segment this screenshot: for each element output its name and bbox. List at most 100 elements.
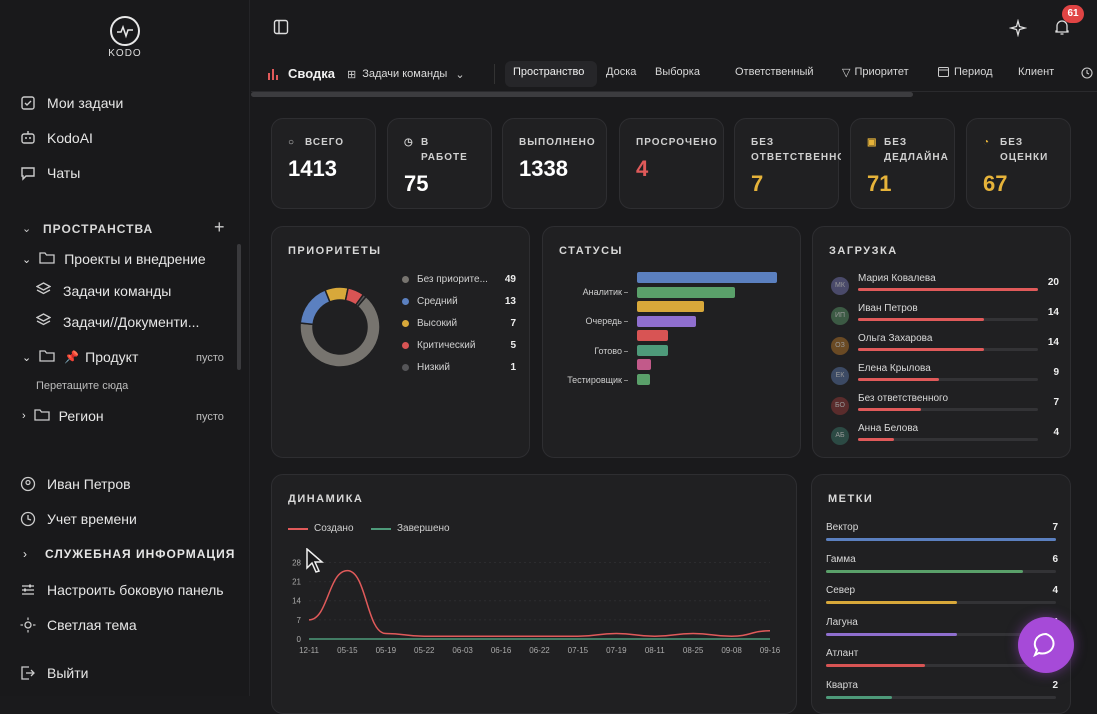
series-line: [308, 569, 771, 638]
load-name: Без ответственного: [858, 393, 949, 404]
stat-label: ◷ В РАБОТЕ: [404, 135, 468, 170]
legend-swatch: [371, 527, 391, 530]
sidebar-item-user[interactable]: Иван Петров: [20, 473, 131, 495]
sidebar-scrollbar[interactable]: [237, 244, 241, 370]
drop-hint: Перетащите сюда: [36, 380, 129, 392]
priority-legend-item[interactable]: Критический 5: [402, 340, 516, 351]
sidebar-item-label: Выйти: [47, 665, 89, 681]
donut-slice[interactable]: [299, 295, 381, 368]
filter-assignee[interactable]: Ответственный: [735, 66, 814, 78]
load-track: [858, 378, 1038, 381]
stat-card[interactable]: ▣ БЕЗ ДЕДЛАЙНА 71: [850, 118, 955, 209]
panel-title: ПРИОРИТЕТЫ: [288, 245, 382, 257]
load-row[interactable]: ЕК Елена Крылова 9: [831, 363, 1059, 391]
logo-text: KODO: [108, 48, 142, 59]
panel-title: СТАТУСЫ: [559, 245, 623, 257]
tag-row[interactable]: Кварта 2: [826, 680, 1058, 710]
topbar: 61: [251, 0, 1097, 56]
stat-card[interactable]: ○ ВСЕГО 1413: [271, 118, 376, 209]
tree-item-team-tasks[interactable]: Задачи команды: [35, 282, 171, 299]
stat-card[interactable]: БЕЗ ОТВЕТСТВЕННОГ 7: [734, 118, 841, 209]
donut-slice[interactable]: [324, 286, 349, 303]
load-track: [858, 348, 1038, 351]
view-select[interactable]: ⊞ Задачи команды ⌄: [347, 62, 477, 86]
tab-summary[interactable]: Сводка: [288, 66, 335, 81]
sidebar-item-label: СЛУЖЕБНАЯ ИНФОРМАЦИЯ: [45, 547, 236, 561]
sidebar-item-kodoai[interactable]: KodoAI: [20, 127, 93, 149]
filter-period[interactable]: Период: [938, 66, 993, 80]
priority-legend-item[interactable]: Без приорите... 49: [402, 274, 516, 285]
filter-icon: ▽: [842, 67, 851, 79]
tag-row[interactable]: Вектор 7: [826, 522, 1058, 552]
empty-badge: пусто: [196, 352, 224, 364]
tab-selection[interactable]: Выборка: [655, 66, 700, 78]
tag-row[interactable]: Север 4: [826, 585, 1058, 615]
stat-card[interactable]: ◷ В РАБОТЕ 75: [387, 118, 492, 209]
status-bar[interactable]: [637, 315, 696, 327]
kodo-logo[interactable]: KODO: [107, 16, 143, 60]
status-bar[interactable]: [637, 359, 651, 370]
tick-mark: [624, 292, 628, 294]
avatar: АБ: [831, 427, 849, 445]
tree-item-projects[interactable]: ⌄ Проекты и внедрение: [22, 251, 206, 267]
toggle-sidebar-icon[interactable]: [273, 19, 289, 40]
stat-card[interactable]: ВЫПОЛНЕНО 1338: [502, 118, 607, 209]
stat-label-line: ВЫПОЛНЕНО: [519, 137, 596, 148]
bell-icon[interactable]: [1053, 18, 1071, 41]
chevron-down-icon[interactable]: ⌄: [22, 223, 32, 235]
load-value: 9: [1053, 367, 1059, 378]
filter-client[interactable]: Клиент: [1018, 66, 1055, 78]
sidebar-item-chats[interactable]: Чаты: [20, 162, 80, 184]
sidebar-item-configure[interactable]: Настроить боковую панель: [20, 579, 224, 601]
stat-card[interactable]: ПРОСРОЧЕНО 4: [619, 118, 724, 209]
priority-legend-item[interactable]: Высокий 7: [402, 318, 516, 329]
y-tick-label: 14: [292, 597, 301, 606]
load-row[interactable]: ОЗ Ольга Захарова 14: [831, 333, 1059, 361]
add-space-icon[interactable]: +: [214, 217, 225, 237]
sidebar-item-service-info[interactable]: › СЛУЖЕБНАЯ ИНФОРМАЦИЯ: [20, 543, 235, 565]
sidebar-item-theme[interactable]: Светлая тема: [20, 614, 137, 636]
donut-slice[interactable]: [354, 293, 368, 308]
status-bar[interactable]: [637, 330, 668, 341]
sidebar-item-logout[interactable]: Выйти: [20, 662, 88, 684]
layers-icon: [35, 313, 52, 330]
sparkle-icon[interactable]: [1008, 18, 1028, 42]
filter-priority[interactable]: ▽ Приоритет: [842, 66, 909, 79]
status-bar[interactable]: [637, 301, 705, 312]
priority-legend-item[interactable]: Средний 13: [402, 296, 516, 307]
status-bar[interactable]: [637, 373, 650, 385]
clock-icon[interactable]: [1081, 66, 1093, 84]
status-label: Очередь: [586, 316, 628, 326]
status-bar[interactable]: [637, 286, 735, 298]
sidebar-item-time[interactable]: Учет времени: [20, 508, 137, 530]
status-label-text: Тестировщик: [567, 375, 622, 385]
stat-value: 67: [983, 171, 1008, 196]
stat-card[interactable]: ◔ БЕЗ ОЦЕНКИ 67: [966, 118, 1071, 209]
tag-name: Гамма: [826, 553, 856, 565]
clock-icon: ◷: [404, 137, 414, 148]
tag-row[interactable]: Гамма 6: [826, 554, 1058, 584]
tab-board[interactable]: Доска: [606, 66, 637, 78]
status-bar[interactable]: [637, 272, 777, 283]
legend-dot: [402, 320, 409, 327]
tree-item-docs[interactable]: Задачи//Документи...: [35, 313, 199, 330]
chevron-down-icon: ⌄: [22, 351, 32, 364]
status-bar[interactable]: [637, 344, 668, 356]
load-row[interactable]: МК Мария Ковалева 20: [831, 273, 1059, 301]
donut-slice[interactable]: [299, 288, 331, 326]
load-row[interactable]: ИП Иван Петров 14: [831, 303, 1059, 331]
tree-item-region[interactable]: › Регион: [22, 408, 104, 424]
status-label: Готово: [594, 346, 628, 356]
load-name: Ольга Захарова: [858, 333, 933, 344]
load-row[interactable]: БО Без ответственного 7: [831, 393, 1059, 421]
chat-fab-button[interactable]: [1018, 617, 1074, 673]
tree-item-product[interactable]: ⌄ 📌 Продукт: [22, 349, 138, 365]
priority-legend-item[interactable]: Низкий 1: [402, 362, 516, 373]
circle-icon: ○: [288, 137, 296, 148]
load-row[interactable]: АБ Анна Белова 4: [831, 423, 1059, 451]
sidebar-item-my-tasks[interactable]: Мои задачи: [20, 92, 123, 114]
tag-track: [826, 632, 1056, 636]
tab-space[interactable]: Пространство: [513, 66, 585, 78]
notification-badge: 61: [1062, 5, 1084, 23]
tabs-scrollbar[interactable]: [251, 92, 913, 97]
